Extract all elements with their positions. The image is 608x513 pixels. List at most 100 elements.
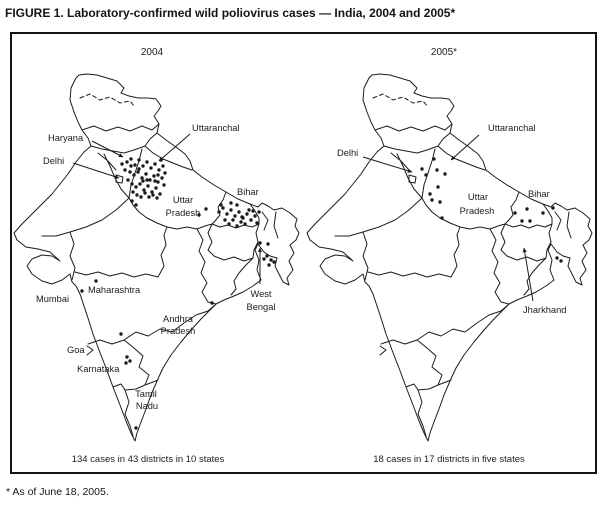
label-maharashtra: Maharashtra: [88, 285, 141, 295]
label-bihar: Bihar: [237, 187, 259, 197]
case-dot: [245, 212, 249, 216]
case-dot: [243, 222, 247, 226]
case-dot: [161, 164, 165, 168]
case-dot: [257, 210, 261, 214]
case-dot: [229, 201, 233, 205]
case-dot: [551, 206, 555, 210]
case-dot: [148, 178, 152, 182]
case-dot: [119, 332, 123, 336]
panel-caption: 18 cases in 17 districts in five states: [373, 454, 525, 465]
case-dot: [528, 219, 532, 223]
case-dot: [130, 199, 134, 203]
case-dot: [133, 163, 137, 167]
case-dot: [438, 200, 442, 204]
case-dot: [147, 195, 151, 199]
case-dot: [262, 257, 266, 261]
jharkhand-leader-line: [522, 247, 534, 302]
case-dot: [156, 173, 160, 177]
case-dot: [146, 184, 150, 188]
case-dot: [251, 209, 255, 213]
label-uttar-pradesh: Uttar: [173, 195, 193, 205]
case-dot: [163, 171, 167, 175]
figure-footnote: * As of June 18, 2005.: [6, 486, 109, 498]
case-dot: [120, 162, 124, 166]
case-dot: [240, 215, 244, 219]
case-dot: [142, 188, 146, 192]
case-dot: [132, 173, 136, 177]
map-panel-2004: 2004 Haryana Delhi Uttaranchal Uttar Pra…: [13, 47, 300, 465]
case-dot: [233, 214, 237, 218]
case-dot: [125, 355, 129, 359]
case-dot: [141, 164, 145, 168]
case-dot: [221, 206, 225, 210]
case-dot: [156, 180, 160, 184]
label-west-bengal: West: [250, 289, 271, 299]
label-delhi: Delhi: [337, 148, 358, 158]
case-dot: [520, 219, 524, 223]
case-dot: [210, 301, 214, 305]
case-dot: [235, 224, 239, 228]
label-andhra-pradesh: Pradesh: [161, 326, 196, 336]
case-dot: [126, 178, 130, 182]
label-goa: Goa: [67, 345, 85, 355]
case-dot: [157, 168, 161, 172]
case-dot: [153, 162, 157, 166]
case-dot: [197, 213, 201, 217]
case-dot: [513, 211, 517, 215]
year-label-2005: 2005*: [431, 47, 457, 58]
case-dot: [265, 254, 269, 258]
case-dot: [143, 191, 147, 195]
case-dot: [440, 216, 444, 220]
label-mumbai: Mumbai: [36, 294, 69, 304]
label-uttar-pradesh: Pradesh: [460, 206, 495, 216]
delhi-leader-line: [362, 156, 413, 173]
case-dot: [123, 168, 127, 172]
case-dot: [432, 157, 436, 161]
case-dot: [135, 193, 139, 197]
case-dot: [272, 260, 276, 264]
case-dot: [266, 242, 270, 246]
case-dot: [436, 185, 440, 189]
case-dot: [267, 263, 271, 267]
delhi-leader-line: [72, 162, 120, 179]
case-dot: [145, 160, 149, 164]
case-dot: [128, 170, 132, 174]
case-dot: [129, 164, 133, 168]
case-dot: [134, 203, 138, 207]
case-dot: [420, 167, 424, 171]
case-dots-layer: [420, 157, 563, 263]
case-dot: [555, 256, 559, 260]
case-dot: [141, 179, 145, 183]
case-dot: [124, 361, 128, 365]
case-dot: [130, 182, 134, 186]
case-dot: [162, 183, 166, 187]
label-andhra-pradesh: Andhra: [163, 314, 194, 324]
label-bihar: Bihar: [528, 189, 550, 199]
figure-box: 2004 Haryana Delhi Uttaranchal Uttar Pra…: [10, 32, 597, 474]
case-dot: [219, 203, 223, 207]
case-dot: [152, 174, 156, 178]
case-dot: [131, 190, 135, 194]
case-dot: [137, 167, 141, 171]
map-panel-2005: 2005* Delhi Uttaranchal Uttar Pradesh Bi…: [306, 47, 593, 465]
label-tamil-nadu: Tamil: [135, 389, 157, 399]
case-dot: [149, 166, 153, 170]
uttaranchal-leader-line: [158, 133, 191, 162]
label-tamil-nadu: Nadu: [136, 401, 158, 411]
case-dot: [154, 186, 158, 190]
case-dot: [424, 173, 428, 177]
case-dot: [138, 182, 142, 186]
case-dot: [94, 279, 98, 283]
case-dot: [139, 195, 143, 199]
label-karnataka: Karnataka: [77, 364, 120, 374]
case-dot: [134, 426, 138, 430]
year-label-2004: 2004: [141, 47, 164, 58]
figure-title: FIGURE 1. Laboratory-confirmed wild poli…: [5, 6, 456, 20]
case-dot: [559, 259, 563, 263]
case-dot: [144, 172, 148, 176]
label-uttaranchal: Uttaranchal: [192, 123, 240, 133]
case-dots-layer: [80, 157, 276, 430]
case-dot: [134, 185, 138, 189]
case-dot: [140, 176, 144, 180]
case-dot: [136, 170, 140, 174]
